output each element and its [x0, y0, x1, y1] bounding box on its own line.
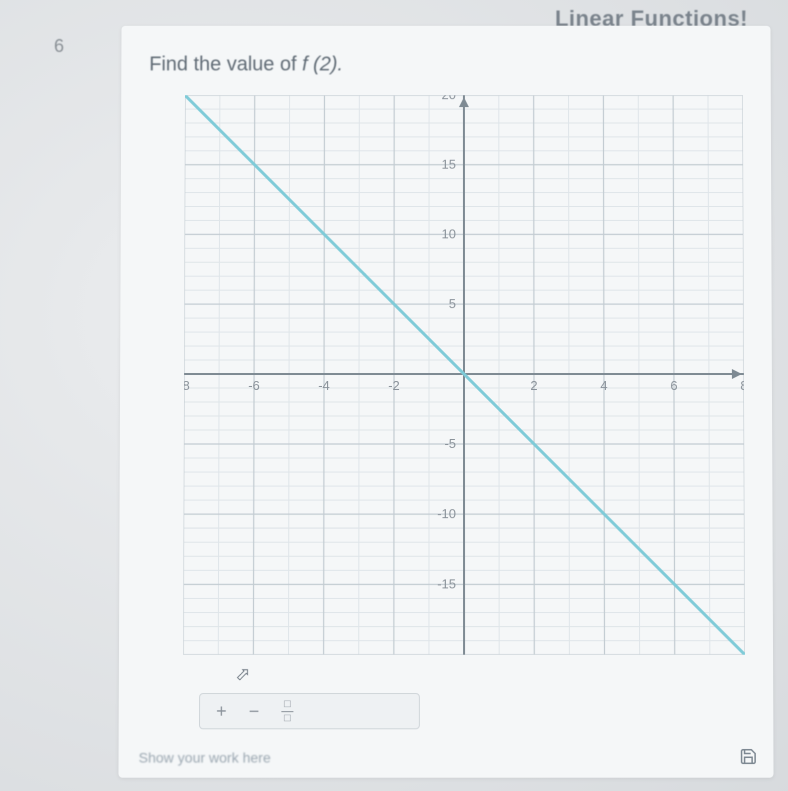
question-prompt: Find the value of f (2). [149, 54, 343, 77]
svg-text:-8: -8 [183, 378, 190, 393]
prompt-prefix: Find the value of [149, 54, 302, 76]
svg-text:8: 8 [740, 378, 745, 393]
svg-text:-2: -2 [388, 378, 400, 393]
frac-top: □ [284, 699, 291, 710]
show-work-label: Show your work here [139, 749, 271, 765]
graph-svg: -8 -6 -4 -2 2 4 6 8 20 15 10 5 -5 -10 -15 [183, 95, 745, 655]
math-toolbar: + − □ □ [199, 693, 420, 729]
tool-plus[interactable]: + [216, 701, 227, 722]
cursor-icon: ⬀ [235, 664, 250, 685]
graph: -8 -6 -4 -2 2 4 6 8 20 15 10 5 -5 -10 -15 [183, 95, 745, 655]
save-icon[interactable] [739, 747, 757, 765]
svg-text:5: 5 [449, 296, 456, 311]
svg-text:4: 4 [600, 378, 607, 393]
svg-text:20: 20 [442, 95, 456, 102]
question-number: 6 [54, 36, 64, 57]
tool-fraction[interactable]: □ □ [281, 699, 293, 724]
tool-minus[interactable]: − [249, 701, 260, 722]
svg-text:10: 10 [442, 226, 456, 241]
question-card: Find the value of f (2). -8 -6 -4 -2 2 4 6 8 20 1… [118, 26, 773, 778]
prompt-function: f (2). [302, 54, 343, 76]
svg-text:-6: -6 [248, 378, 260, 393]
svg-text:6: 6 [670, 378, 677, 393]
svg-text:-5: -5 [444, 436, 456, 451]
svg-text:2: 2 [530, 378, 537, 393]
frac-bottom: □ [284, 713, 291, 724]
svg-text:-4: -4 [318, 378, 330, 393]
svg-text:-10: -10 [437, 506, 456, 521]
svg-text:15: 15 [442, 157, 456, 172]
svg-text:-15: -15 [437, 576, 456, 591]
